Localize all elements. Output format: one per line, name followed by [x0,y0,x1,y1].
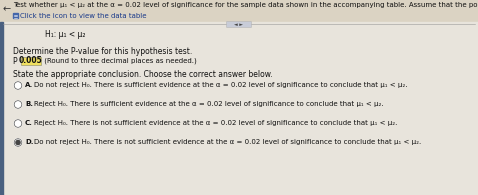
Text: H₁: μ₁ < μ₂: H₁: μ₁ < μ₂ [45,30,86,39]
Text: Test whether μ₁ < μ₂ at the α = 0.02 level of significance for the sample data s: Test whether μ₁ < μ₂ at the α = 0.02 lev… [13,2,478,8]
Text: Do not reject H₀. There is not sufficient evidence at the α = 0.02 level of sign: Do not reject H₀. There is not sufficien… [34,139,421,145]
Bar [0,0,478,22]
Bar [0,22,478,195]
Text: Click the icon to view the data table: Click the icon to view the data table [20,13,146,19]
Text: Reject H₀. There is not sufficient evidence at the α = 0.02 level of significanc: Reject H₀. There is not sufficient evide… [34,120,397,126]
Text: (Round to three decimal places as needed.): (Round to three decimal places as needed… [42,57,197,64]
Text: C.: C. [25,120,33,126]
Text: Reject H₀. There is sufficient evidence at the α = 0.02 level of significance to: Reject H₀. There is sufficient evidence … [34,101,384,107]
Text: ←: ← [3,4,11,14]
Circle shape [16,140,20,144]
Text: D.: D. [25,139,33,145]
Text: 0.005: 0.005 [19,56,43,65]
Text: Determine the P-value for this hypothesis test.: Determine the P-value for this hypothesi… [13,47,192,56]
Text: A.: A. [25,82,33,88]
Text: B.: B. [25,101,33,107]
Bar [13,13,18,18]
Text: ◄ ►: ◄ ► [235,22,243,27]
FancyBboxPatch shape [227,21,251,27]
Circle shape [14,82,22,89]
Circle shape [14,101,22,108]
FancyBboxPatch shape [21,57,41,65]
Text: Do not reject H₀. There is sufficient evidence at the α = 0.02 level of signific: Do not reject H₀. There is sufficient ev… [34,82,408,88]
Text: State the appropriate conclusion. Choose the correct answer below.: State the appropriate conclusion. Choose… [13,70,272,79]
Text: P =: P = [13,57,29,66]
Circle shape [14,139,22,146]
Bar [0,22,3,195]
Circle shape [14,120,22,127]
